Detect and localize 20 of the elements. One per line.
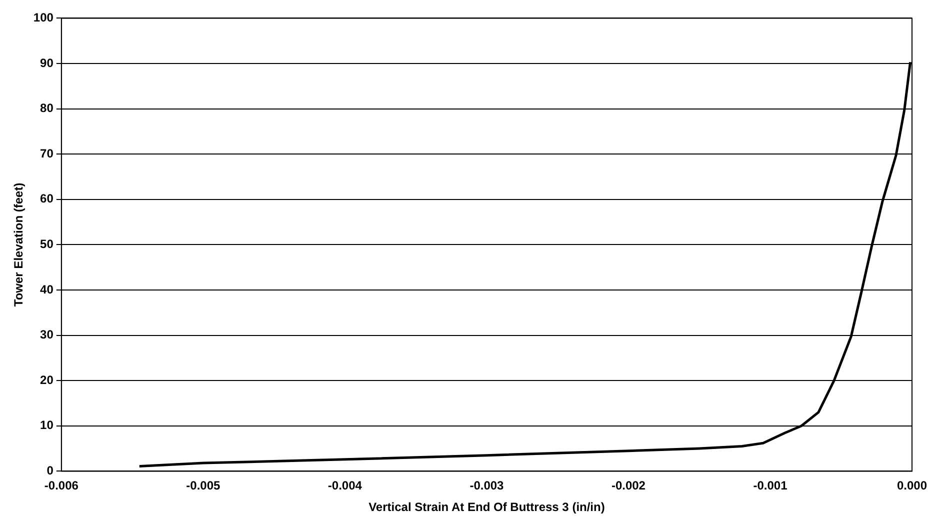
y-tick-label: 10 [40, 418, 54, 432]
x-tick-label: -0.003 [470, 478, 504, 493]
x-tick-label: 0.000 [896, 478, 928, 493]
y-tick-label: 50 [40, 237, 54, 252]
y-tick-label: 100 [33, 10, 54, 25]
x-tick-label: -0.001 [753, 478, 788, 493]
y-tick-label: 80 [40, 101, 54, 116]
y-tick-label: 20 [40, 372, 54, 387]
x-tick-label: -0.006 [44, 478, 79, 493]
x-axis-title: Vertical Strain At End Of Buttress 3 (in/in) [368, 500, 605, 514]
y-tick-label: 30 [40, 328, 54, 342]
y-tick-label: 0 [46, 464, 54, 478]
x-tick-label: -0.005 [186, 478, 221, 493]
x-tick-label: -0.002 [611, 478, 646, 493]
y-tick-label: 40 [40, 282, 54, 296]
y-axis-title: Tower Elevation (feet) [12, 182, 26, 307]
x-tick-label: -0.004 [328, 478, 362, 493]
y-tick-label: 60 [40, 192, 54, 206]
y-tick-label: 90 [40, 56, 54, 70]
y-tick-label: 70 [40, 146, 54, 160]
